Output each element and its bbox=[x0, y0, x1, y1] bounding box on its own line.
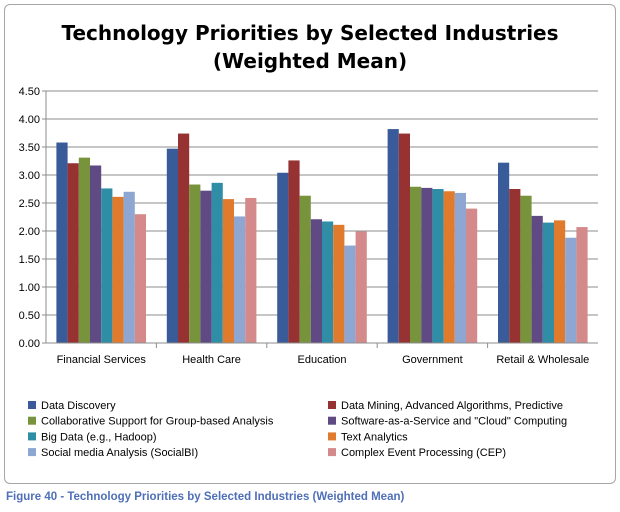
figure-caption: Figure 40 - Technology Priorities by Sel… bbox=[6, 491, 405, 503]
y-tick-label: 2.00 bbox=[19, 226, 40, 238]
bar bbox=[454, 192, 466, 343]
bar bbox=[344, 245, 356, 343]
bar bbox=[234, 216, 246, 343]
bar bbox=[509, 189, 521, 343]
legend-label: Data Discovery bbox=[41, 400, 116, 412]
y-tick-label: 4.50 bbox=[19, 86, 40, 98]
legend-swatch bbox=[328, 401, 336, 409]
legend-swatch bbox=[328, 448, 336, 457]
bar bbox=[288, 160, 300, 343]
bar bbox=[189, 184, 201, 343]
bar bbox=[310, 219, 322, 343]
legend-swatch bbox=[328, 432, 336, 441]
bar bbox=[134, 214, 146, 343]
x-tick-label: Financial Services bbox=[57, 354, 147, 366]
legend-swatch bbox=[28, 448, 36, 457]
y-tick-label: 0.50 bbox=[19, 310, 40, 322]
bar bbox=[112, 196, 124, 343]
bars bbox=[56, 129, 588, 343]
y-tick-label: 0.00 bbox=[19, 338, 40, 350]
bar bbox=[101, 188, 113, 343]
bar bbox=[554, 220, 566, 343]
bar bbox=[78, 157, 90, 343]
bar bbox=[421, 187, 433, 343]
bar bbox=[299, 195, 311, 343]
bar bbox=[333, 224, 345, 343]
legend-label: Text Analytics bbox=[341, 431, 408, 443]
x-tick-label: Government bbox=[402, 354, 463, 366]
x-axis-labels: Financial Services Health Care Education Go… bbox=[57, 354, 590, 366]
x-axis bbox=[45, 91, 598, 348]
bar bbox=[178, 133, 190, 343]
bar bbox=[56, 142, 68, 343]
chart-title-line-2: (Weighted Mean) bbox=[213, 49, 407, 73]
y-tick-label: 2.50 bbox=[19, 198, 40, 210]
legend-label: Big Data (e.g., Hadoop) bbox=[41, 431, 157, 443]
bar bbox=[67, 163, 79, 343]
y-tick-label: 4.00 bbox=[19, 114, 40, 126]
bar bbox=[355, 231, 367, 343]
bar bbox=[565, 237, 577, 343]
chart-svg: Technology Priorities by Selected Indust… bbox=[19, 21, 598, 459]
bar bbox=[222, 199, 234, 343]
legend-label: Complex Event Processing (CEP) bbox=[341, 447, 506, 459]
bar bbox=[443, 191, 455, 343]
bar bbox=[410, 186, 422, 343]
bar bbox=[520, 195, 532, 343]
x-tick-label: Health Care bbox=[182, 354, 241, 366]
y-tick-label: 1.00 bbox=[19, 282, 40, 294]
legend-label: Software-as-a-Service and "Cloud" Comput… bbox=[341, 416, 567, 428]
bar bbox=[90, 165, 102, 343]
bar bbox=[531, 215, 543, 343]
y-axis-ticks: 0.00 0.50 1.00 1.50 2.00 2.50 3.00 3.50 4.00 4.50 bbox=[19, 86, 46, 350]
legend: Data Discovery Data Mining, Advanced Algo… bbox=[28, 400, 567, 459]
bar bbox=[277, 172, 289, 343]
legend-swatch bbox=[28, 432, 36, 441]
legend-swatch bbox=[328, 416, 336, 425]
bar bbox=[576, 227, 588, 343]
bar bbox=[432, 189, 444, 343]
y-tick-label: 3.00 bbox=[19, 170, 40, 182]
bar bbox=[387, 129, 399, 343]
y-tick-label: 1.50 bbox=[19, 254, 40, 266]
x-tick-label: Education bbox=[298, 354, 347, 366]
bar bbox=[245, 197, 257, 343]
bar bbox=[322, 221, 334, 343]
chart-title-line-1: Technology Priorities by Selected Indust… bbox=[61, 21, 558, 45]
bar bbox=[166, 148, 178, 343]
bar bbox=[123, 191, 135, 343]
legend-label: Collaborative Support for Group-based An… bbox=[41, 416, 274, 428]
legend-swatch bbox=[28, 401, 36, 409]
bar bbox=[466, 208, 478, 343]
legend-label: Social media Analysis (SocialBI) bbox=[41, 447, 198, 459]
bar bbox=[200, 190, 212, 343]
legend-swatch bbox=[28, 416, 36, 425]
bar bbox=[211, 182, 223, 343]
bar bbox=[542, 222, 554, 343]
bar bbox=[398, 133, 410, 343]
bar bbox=[498, 162, 510, 343]
x-tick-label: Retail & Wholesale bbox=[496, 354, 589, 366]
legend-label: Data Mining, Advanced Algorithms, Predic… bbox=[341, 400, 563, 412]
y-tick-label: 3.50 bbox=[19, 142, 40, 154]
